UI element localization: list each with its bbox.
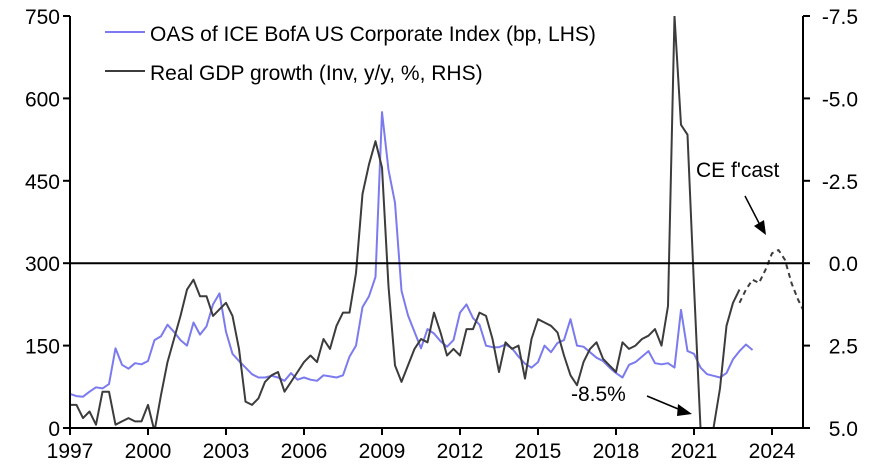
axes-layer: 0 150 300 450 600 750 -7.5 -5.0 -2.5 0.0 2.5 5.0 199… <box>25 6 858 463</box>
legend: OAS of ICE BofA US Corporate Index (bp, … <box>105 23 596 85</box>
left-tick-label: 300 <box>25 253 60 276</box>
annotations: CE f'cast -8.5% <box>571 159 780 416</box>
annotation-trough: -8.5% <box>571 383 626 406</box>
x-tick-label: 2003 <box>203 440 250 463</box>
left-tick-label: 0 <box>48 418 60 441</box>
x-tick-label: 2024 <box>749 440 796 463</box>
right-tick-label: 2.5 <box>829 336 858 359</box>
annotation-ce-forecast: CE f'cast <box>696 159 780 182</box>
annotation-trough-arrow <box>646 395 684 412</box>
x-tick-label: 2015 <box>515 440 562 463</box>
x-tick-label: 2012 <box>437 440 484 463</box>
legend-label-gdp: Real GDP growth (Inv, y/y, %, RHS) <box>150 62 483 85</box>
series-line-gdp-forecast <box>738 249 803 312</box>
right-tick-label: -5.0 <box>822 88 858 111</box>
x-tick-label: 2006 <box>281 440 328 463</box>
legend-label-oas: OAS of ICE BofA US Corporate Index (bp, … <box>150 23 596 46</box>
x-tick-label: 2021 <box>671 440 718 463</box>
series-line-gdp <box>70 16 741 428</box>
annotation-ce-forecast-arrowhead <box>754 220 766 235</box>
x-tick-label: 1997 <box>47 440 94 463</box>
right-tick-label: 5.0 <box>829 418 858 441</box>
left-tick-label: 450 <box>25 171 60 194</box>
right-tick-label: 0.0 <box>829 253 858 276</box>
x-tick-label: 2009 <box>359 440 406 463</box>
annotation-ce-forecast-arrow <box>744 195 761 226</box>
right-tick-label: -7.5 <box>822 6 858 29</box>
series-line-oas <box>70 111 754 398</box>
left-tick-label: 750 <box>25 6 60 29</box>
series-layer <box>70 16 803 428</box>
annotation-trough-arrowhead <box>677 404 692 416</box>
left-tick-label: 600 <box>25 88 60 111</box>
x-tick-label: 2000 <box>125 440 172 463</box>
x-tick-label: 2018 <box>593 440 640 463</box>
left-tick-label: 150 <box>25 336 60 359</box>
right-tick-label: -2.5 <box>822 171 858 194</box>
